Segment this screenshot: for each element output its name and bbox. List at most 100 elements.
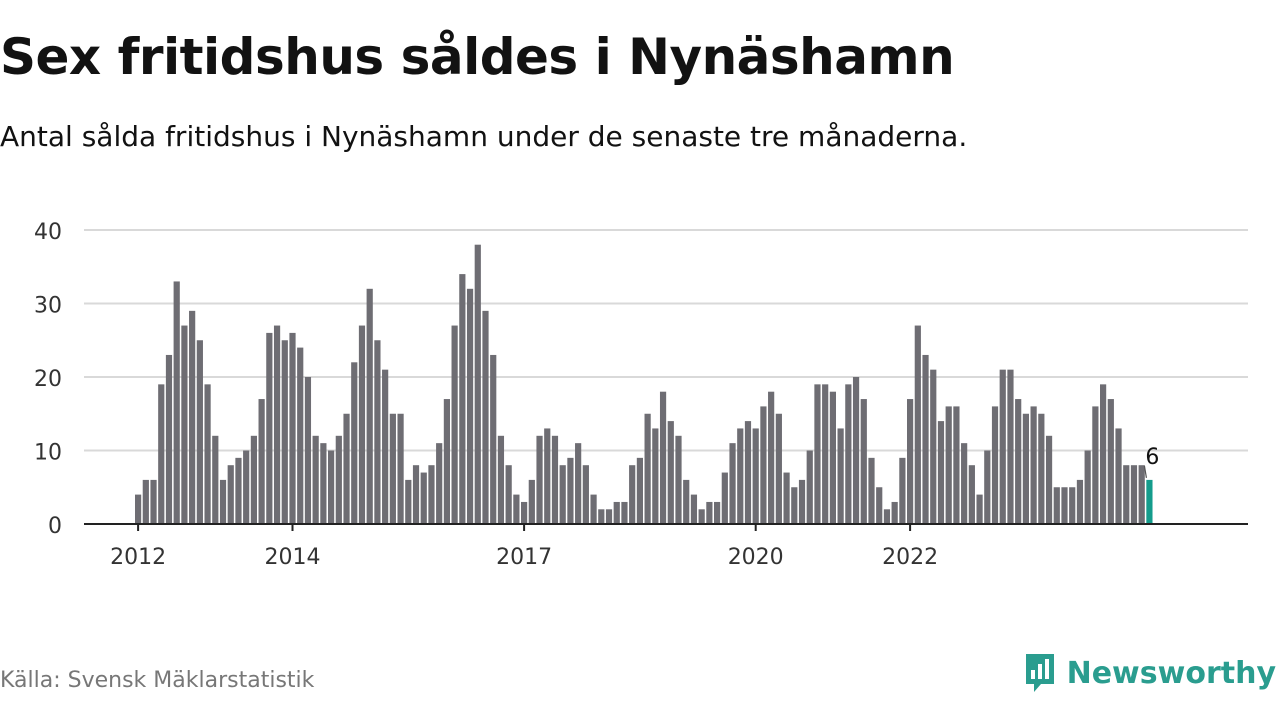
bar bbox=[212, 435, 219, 524]
bar bbox=[412, 465, 420, 524]
bar bbox=[273, 325, 281, 524]
bar bbox=[466, 288, 474, 524]
bar bbox=[405, 479, 412, 524]
x-tick-label: 2020 bbox=[728, 545, 784, 570]
bar bbox=[374, 340, 381, 524]
bar bbox=[953, 406, 960, 524]
bar bbox=[683, 479, 690, 524]
bar bbox=[883, 509, 891, 524]
bar bbox=[328, 450, 335, 524]
x-tick-label: 2012 bbox=[110, 545, 166, 570]
annotations: 6 bbox=[1143, 445, 1159, 478]
bar bbox=[135, 494, 142, 524]
bar bbox=[1030, 406, 1037, 524]
bar bbox=[984, 450, 991, 524]
annotation-leader bbox=[1143, 465, 1148, 478]
y-tick-label: 0 bbox=[48, 514, 62, 539]
bar bbox=[335, 435, 342, 524]
source-note: Källa: Svensk Mäklarstatistik bbox=[0, 668, 315, 693]
bar bbox=[822, 384, 829, 524]
bar bbox=[505, 465, 512, 524]
bar bbox=[1107, 399, 1114, 524]
bar bbox=[428, 465, 435, 524]
annotation-label: 6 bbox=[1145, 445, 1159, 470]
bar bbox=[976, 494, 983, 524]
bar bbox=[1007, 369, 1014, 524]
bar bbox=[397, 413, 404, 524]
bar bbox=[1061, 487, 1068, 524]
bar bbox=[706, 501, 713, 524]
bar bbox=[204, 384, 211, 524]
brand-name: Newsworthy bbox=[1066, 655, 1276, 691]
bar bbox=[521, 501, 528, 524]
bar bbox=[1092, 406, 1099, 524]
newsworthy-logo-icon bbox=[1025, 654, 1054, 692]
x-tick-label: 2017 bbox=[496, 545, 552, 570]
bar bbox=[266, 332, 273, 524]
bar bbox=[636, 457, 643, 524]
bar bbox=[451, 325, 458, 524]
bar bbox=[605, 509, 613, 524]
bar bbox=[860, 399, 867, 524]
bar bbox=[173, 281, 180, 524]
bar bbox=[1100, 384, 1107, 524]
bar bbox=[698, 509, 705, 524]
bar bbox=[1045, 435, 1053, 524]
bar bbox=[690, 494, 698, 524]
bar bbox=[768, 391, 775, 524]
bar bbox=[343, 413, 350, 524]
bar bbox=[744, 421, 752, 524]
bar bbox=[382, 369, 389, 524]
bar bbox=[907, 399, 914, 524]
bar bbox=[142, 479, 149, 524]
bar bbox=[189, 310, 196, 524]
bar bbox=[297, 347, 304, 524]
bar bbox=[922, 354, 929, 524]
bar bbox=[899, 457, 906, 524]
bar bbox=[991, 406, 999, 524]
bar bbox=[320, 443, 327, 524]
bar bbox=[528, 479, 535, 524]
bar bbox=[891, 501, 898, 524]
y-tick-label: 30 bbox=[34, 294, 62, 319]
bar bbox=[791, 487, 798, 524]
bar bbox=[358, 325, 366, 524]
bar bbox=[852, 377, 860, 524]
bar bbox=[1138, 465, 1145, 524]
bar bbox=[436, 443, 443, 524]
bar bbox=[567, 457, 574, 524]
bar bbox=[497, 435, 505, 524]
brand-logo[interactable]: Newsworthy bbox=[1023, 652, 1276, 694]
bar bbox=[721, 472, 728, 524]
bar bbox=[312, 435, 319, 524]
bar bbox=[150, 479, 157, 524]
bar bbox=[968, 465, 975, 524]
bar bbox=[181, 325, 188, 524]
bar bbox=[250, 435, 257, 524]
bar bbox=[289, 332, 296, 524]
bar bbox=[629, 465, 636, 524]
bar bbox=[806, 450, 813, 524]
y-tick-label: 10 bbox=[34, 441, 62, 466]
bar bbox=[868, 457, 875, 524]
bar bbox=[474, 244, 481, 524]
bar bbox=[999, 369, 1006, 524]
bar bbox=[814, 384, 821, 524]
bar bbox=[783, 472, 790, 524]
x-tick-label: 2022 bbox=[882, 545, 938, 570]
chart-title: Sex fritidshus såldes i Nynäshamn bbox=[0, 28, 955, 86]
bar bbox=[644, 413, 651, 524]
bar bbox=[937, 421, 945, 524]
bar bbox=[752, 428, 759, 524]
bar bbox=[1022, 413, 1029, 524]
bar bbox=[196, 340, 203, 524]
bar bbox=[652, 428, 659, 524]
bar bbox=[158, 384, 165, 524]
bar bbox=[621, 501, 628, 524]
bar bbox=[930, 369, 937, 524]
bar bbox=[281, 340, 288, 524]
bar bbox=[590, 494, 597, 524]
bar bbox=[714, 501, 721, 524]
bar bbox=[304, 377, 312, 524]
bar bbox=[1123, 465, 1130, 524]
